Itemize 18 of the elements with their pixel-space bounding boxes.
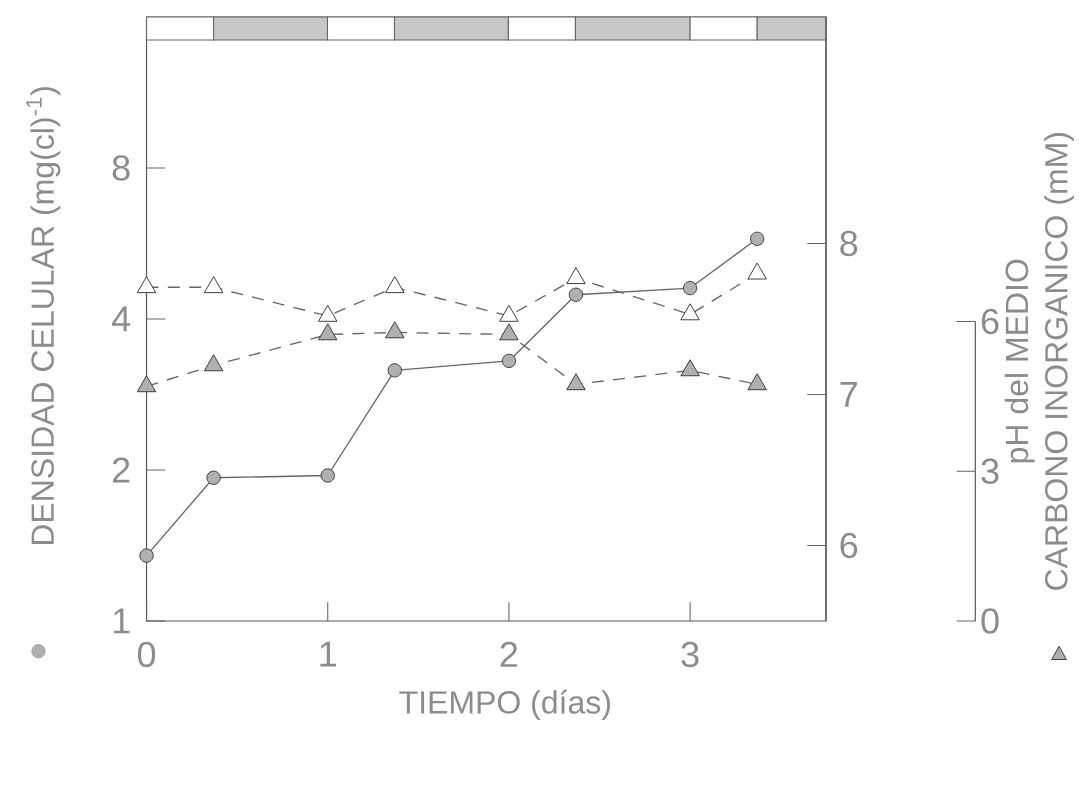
- y-tick-label: 1: [113, 608, 130, 634]
- y3-tick-label: 0: [981, 608, 999, 634]
- y-tick-label: 2: [112, 457, 130, 483]
- y3-tick-label: 3: [981, 458, 999, 484]
- y3-axis-title: CARBONO INORGANICO (mM): [1044, 133, 1074, 590]
- y-tick-label: 8: [112, 155, 130, 181]
- y-tick-label: 4: [111, 306, 131, 332]
- x-tick-label: 1: [320, 641, 336, 667]
- y2-tick-label: 7: [840, 382, 857, 407]
- y2-tick-label: 8: [840, 230, 858, 257]
- y-axis-title: DENSIDAD CELULAR (mg(cl)$^{-1}$): [26, 87, 61, 545]
- x-tick-label: 2: [500, 641, 518, 667]
- x-tick-label: 0: [137, 641, 156, 668]
- y3-tick-label: 6: [981, 308, 999, 335]
- x-axis-title: TIEMPO (días): [399, 689, 610, 721]
- y2-tick-label: 6: [840, 532, 858, 559]
- y2-axis-title: pH del MEDIO: [1004, 259, 1035, 463]
- x-tick-label: 3: [681, 641, 699, 668]
